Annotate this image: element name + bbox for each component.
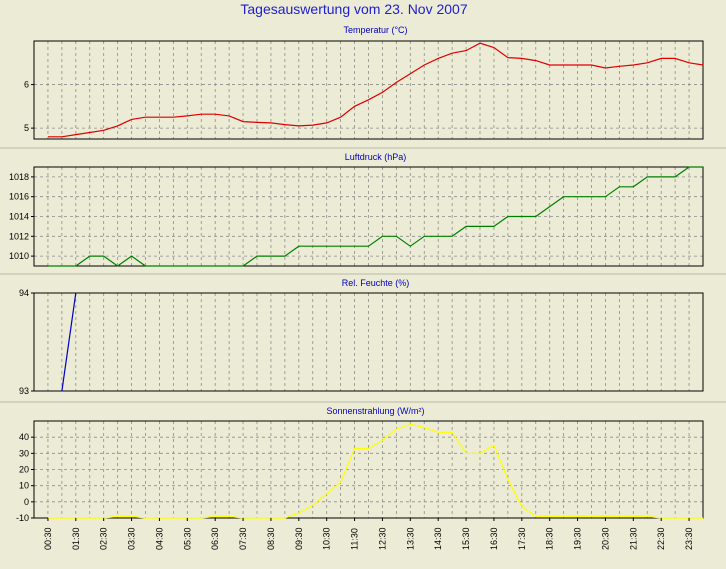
x-tick-label: 19:30 [573,527,583,550]
y-tick-label: 1014 [9,212,29,222]
chart-title-temperature: Temperatur (°C) [343,25,407,35]
series-line-pressure [47,166,703,267]
x-tick-label: 14:30 [433,527,443,550]
y-tick-label: 1018 [9,172,29,182]
x-tick-label: 01:30 [71,527,81,550]
plot-frame [33,40,704,140]
x-tick-label: 08:30 [266,527,276,550]
x-tick-label: 04:30 [154,527,164,550]
y-tick-label: 6 [24,80,29,90]
x-tick-label: 00:30 [43,527,53,550]
x-tick-label: 10:30 [322,527,332,550]
x-tick-label: 03:30 [127,527,137,550]
x-tick-label: 06:30 [210,527,220,550]
x-tick-label: 12:30 [377,527,387,550]
chart-title-radiation: Sonnenstrahlung (W/m²) [326,406,424,416]
x-tick-label: 13:30 [405,527,415,550]
plot-frame [33,166,704,267]
y-tick-label: -10 [16,513,29,523]
y-tick-label: 1016 [9,192,29,202]
y-tick-label: 1012 [9,231,29,241]
x-tick-label: 07:30 [238,527,248,550]
x-tick-label: 21:30 [628,527,638,550]
x-tick-label: 15:30 [461,527,471,550]
plot-frame [33,292,704,392]
y-tick-label: 10 [19,481,29,491]
chart-title-humidity: Rel. Feuchte (%) [342,278,410,288]
x-tick-label: 11:30 [350,528,360,550]
chart-title-pressure: Luftdruck (hPa) [345,152,407,162]
x-tick-label: 16:30 [489,527,499,550]
y-tick-label: 30 [19,448,29,458]
y-tick-label: 40 [19,432,29,442]
x-tick-label: 09:30 [294,527,304,550]
y-tick-label: 5 [24,123,29,133]
series-line-radiation [47,423,703,519]
x-tick-label: 02:30 [99,527,109,550]
x-tick-label: 20:30 [600,527,610,550]
y-tick-label: 94 [19,288,29,298]
x-tick-label: 17:30 [517,527,527,550]
x-tick-label: 23:30 [684,527,694,550]
chart-panel-humidity: Rel. Feuchte (%) 93 94 [0,273,726,396]
page-title: Tagesauswertung vom 23. Nov 2007 [240,1,467,17]
y-tick-label: 1010 [9,251,29,261]
chart-panel-temperature: Temperatur (°C) 5 6 [24,25,704,140]
chart-panel-radiation: Sonnenstrahlung (W/m²) -10 0 10 20 30 40 [0,401,726,523]
chart-panel-pressure: Luftdruck (hPa) 1010 1012 1014 1016 1018 [0,147,726,267]
x-tick-label: 18:30 [545,527,555,550]
x-tick-label: 22:30 [656,527,666,550]
x-tick-label: 05:30 [182,527,192,550]
series-line-temperature [47,42,704,138]
y-tick-label: 93 [19,386,29,396]
y-tick-label: 20 [19,465,29,475]
y-tick-label: 0 [24,497,29,507]
plot-frame [33,420,704,519]
series-line-humidity [61,292,77,392]
